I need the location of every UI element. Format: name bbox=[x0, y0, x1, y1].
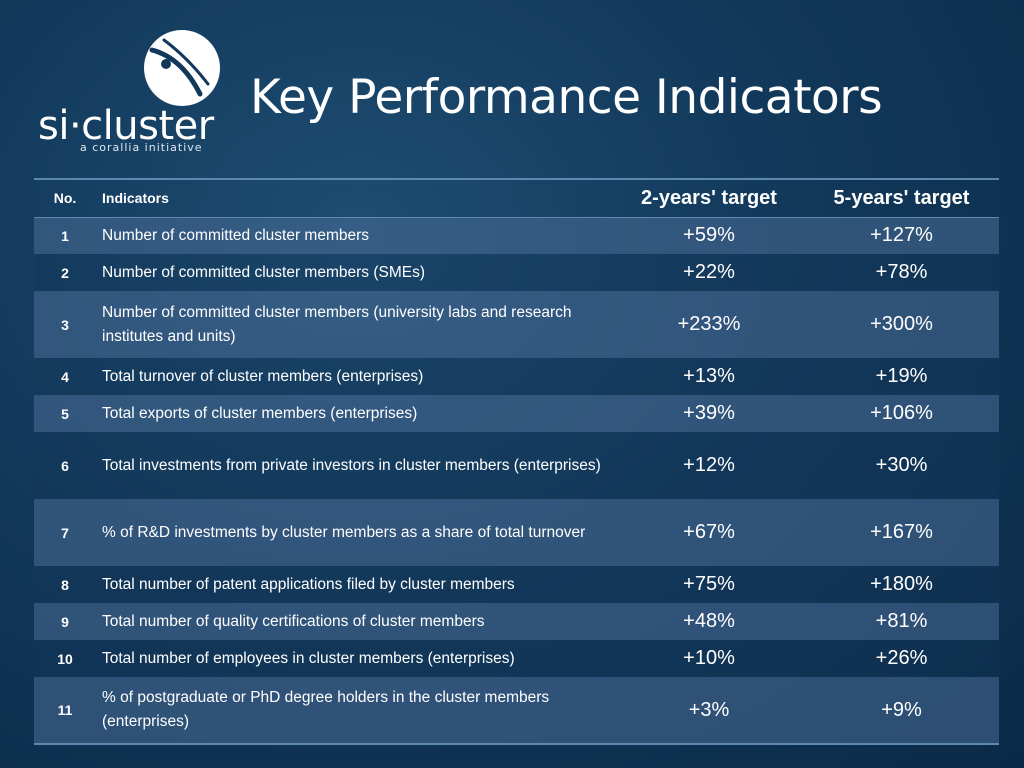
row-indicator: Total number of patent applications file… bbox=[102, 575, 515, 593]
row-5-year-target: +19% bbox=[875, 365, 928, 387]
row-5-year-target: +106% bbox=[870, 402, 933, 424]
logo-wordmark: si·cluster bbox=[38, 103, 214, 149]
row-indicator: Total number of quality certifications o… bbox=[102, 612, 485, 630]
row-number: 4 bbox=[61, 368, 69, 385]
header-5-year-target: 5-years' target bbox=[804, 179, 999, 218]
row-indicator: % of R&D investments by cluster members … bbox=[102, 523, 586, 541]
row-number: 10 bbox=[57, 650, 73, 667]
table-row: 8 Total number of patent applications fi… bbox=[34, 566, 999, 603]
table-row: 9 Total number of quality certifications… bbox=[34, 603, 999, 640]
row-5-year-target: +9% bbox=[881, 698, 922, 721]
row-2-year-target: +75% bbox=[683, 573, 735, 595]
table-row: 5 Total exports of cluster members (ente… bbox=[34, 395, 999, 432]
table-row: 6 Total investments from private investo… bbox=[34, 432, 999, 499]
row-5-year-target: +167% bbox=[870, 521, 933, 543]
row-indicator: Number of committed cluster members bbox=[102, 226, 370, 244]
row-number: 3 bbox=[61, 316, 69, 333]
row-2-year-target: +67% bbox=[683, 521, 735, 543]
row-number: 5 bbox=[61, 405, 69, 422]
row-5-year-target: +180% bbox=[870, 573, 933, 595]
row-5-year-target: +127% bbox=[870, 224, 933, 247]
globe-icon bbox=[144, 30, 220, 106]
row-2-year-target: +22% bbox=[683, 261, 735, 283]
table-row: 1 Number of committed cluster members +5… bbox=[34, 217, 999, 254]
header-no: No. bbox=[34, 179, 96, 218]
row-number: 6 bbox=[61, 457, 69, 474]
row-2-year-target: +48% bbox=[683, 610, 735, 632]
row-2-year-target: +10% bbox=[683, 647, 735, 669]
row-5-year-target: +81% bbox=[875, 610, 928, 632]
row-number: 7 bbox=[61, 524, 69, 541]
header-indicators: Indicators bbox=[96, 179, 614, 218]
row-indicator: Total exports of cluster members (enterp… bbox=[102, 404, 418, 422]
row-number: 2 bbox=[61, 264, 69, 281]
row-indicator: Total number of employees in cluster mem… bbox=[102, 649, 515, 667]
row-indicator: Number of committed cluster members (SME… bbox=[102, 263, 425, 281]
header-2-year-target: 2-years' target bbox=[614, 179, 804, 218]
row-number: 9 bbox=[61, 613, 69, 630]
row-2-year-target: +12% bbox=[683, 454, 735, 476]
row-5-year-target: +30% bbox=[875, 454, 928, 476]
row-2-year-target: +59% bbox=[683, 224, 735, 247]
table-row: 10 Total number of employees in cluster … bbox=[34, 640, 999, 677]
table-row: 3 Number of committed cluster members (u… bbox=[34, 291, 999, 358]
row-number: 11 bbox=[57, 702, 73, 718]
table-header-row: No. Indicators 2-years' target 5-years' … bbox=[34, 179, 999, 218]
row-number: 1 bbox=[61, 227, 69, 244]
page-title: Key Performance Indicators bbox=[250, 70, 883, 125]
row-2-year-target: +233% bbox=[677, 313, 741, 335]
table-row: 11 % of postgraduate or PhD degree holde… bbox=[34, 677, 999, 744]
row-indicator: % of postgraduate or PhD degree holders … bbox=[102, 689, 550, 730]
row-indicator: Number of committed cluster members (uni… bbox=[102, 303, 572, 345]
table-row: 2 Number of committed cluster members (S… bbox=[34, 254, 999, 291]
row-5-year-target: +78% bbox=[875, 261, 928, 283]
si-cluster-logo: si·cluster a corallia initiative bbox=[38, 28, 238, 158]
row-number: 8 bbox=[61, 576, 69, 593]
row-indicator: Total turnover of cluster members (enter… bbox=[102, 367, 424, 385]
table-row: 4 Total turnover of cluster members (ent… bbox=[34, 358, 999, 395]
row-2-year-target: +13% bbox=[683, 365, 735, 387]
kpi-table: No. Indicators 2-years' target 5-years' … bbox=[34, 178, 999, 745]
table-row: 7 % of R&D investments by cluster member… bbox=[34, 499, 999, 566]
row-5-year-target: +26% bbox=[875, 647, 928, 669]
logo-tagline: a corallia initiative bbox=[80, 141, 203, 154]
row-5-year-target: +300% bbox=[870, 313, 933, 335]
row-2-year-target: +39% bbox=[683, 402, 735, 424]
row-indicator: Total investments from private investors… bbox=[102, 456, 601, 474]
row-2-year-target: +3% bbox=[688, 698, 730, 721]
